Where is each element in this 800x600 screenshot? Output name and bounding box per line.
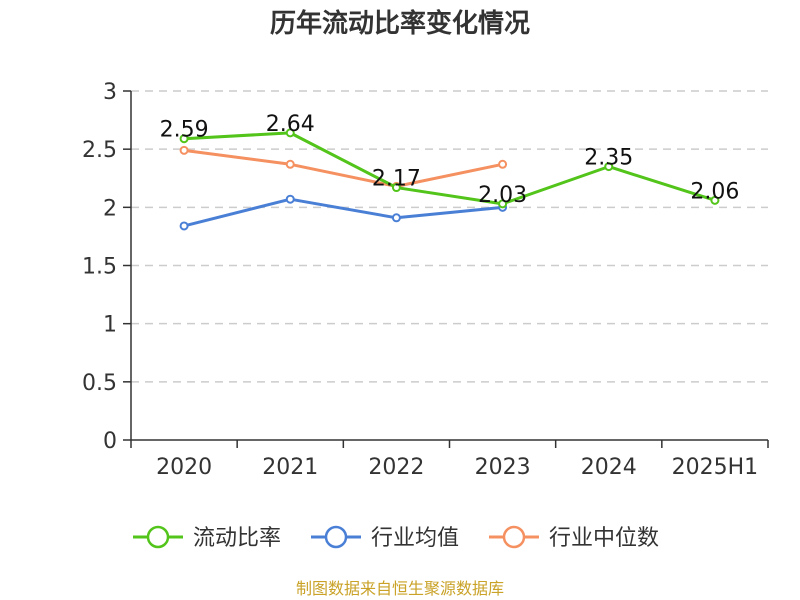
x-tick-label: 2025H1 — [672, 455, 759, 480]
series-line — [183, 148, 503, 188]
chart-title: 历年流动比率变化情况 — [270, 8, 530, 39]
series-point — [179, 145, 189, 155]
y-tick-label: 0 — [103, 429, 117, 454]
data-label: 2.17 — [372, 167, 421, 192]
axes: 0 0.5 1 1.5 2 2.5 3 2020 2021 2022 2023 2024 2025H1 — [82, 80, 769, 480]
data-label: 2.06 — [690, 179, 739, 204]
series-point — [391, 183, 401, 193]
data-label: 2.59 — [160, 118, 209, 143]
data-label: 2.35 — [584, 146, 633, 171]
series-point — [285, 194, 295, 204]
source-note: 制图数据来自恒生聚源数据库 — [296, 579, 504, 598]
x-tick-label: 2023 — [475, 455, 531, 480]
series-point — [498, 199, 508, 209]
y-tick-label: 2 — [103, 196, 117, 221]
series-point — [179, 134, 189, 144]
series-line — [183, 197, 503, 228]
legend-label: 行业均值 — [371, 526, 459, 551]
legend-label: 行业中位数 — [549, 526, 659, 551]
y-tick-label: 0.5 — [82, 371, 117, 396]
y-tick-label: 3 — [103, 80, 117, 105]
series-point — [285, 128, 295, 138]
grid-lines — [131, 90, 768, 383]
legend-label: 流动比率 — [193, 526, 281, 551]
series-point — [710, 195, 720, 205]
series-point — [498, 159, 508, 169]
legend-marker — [324, 525, 348, 549]
legend: 流动比率 行业均值 行业中位数 — [133, 525, 659, 551]
x-tick-label: 2022 — [368, 455, 424, 480]
x-tick-label: 2021 — [262, 455, 318, 480]
series-layer — [179, 128, 720, 231]
y-tick-label: 1 — [103, 313, 117, 338]
series-point — [285, 159, 295, 169]
x-tick-label: 2020 — [156, 455, 212, 480]
x-tick-label: 2024 — [581, 455, 637, 480]
y-tick-label: 2.5 — [82, 138, 117, 163]
legend-marker — [502, 525, 526, 549]
legend-marker — [146, 525, 170, 549]
series-line — [184, 131, 716, 206]
data-label: 2.03 — [478, 183, 527, 208]
series-point — [179, 221, 189, 231]
series-point — [604, 162, 614, 172]
y-tick-label: 1.5 — [82, 255, 117, 280]
series-point — [391, 213, 401, 223]
data-labels: 2.59 2.64 2.17 2.03 2.35 2.06 — [160, 112, 740, 208]
data-label: 2.64 — [266, 112, 315, 137]
